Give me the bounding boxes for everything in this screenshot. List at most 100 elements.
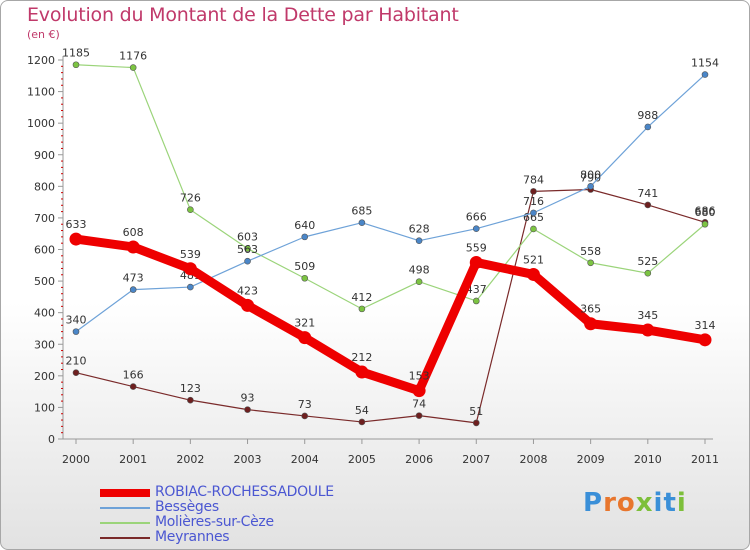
data-point	[183, 262, 197, 276]
data-label: 509	[294, 260, 315, 273]
data-label: 726	[180, 192, 201, 205]
legend-swatch	[100, 537, 150, 539]
x-tick-label: 2003	[234, 453, 262, 466]
logo-letter: x	[635, 488, 654, 518]
logo-letter: o	[616, 488, 636, 518]
data-point	[701, 71, 709, 78]
x-tick-label: 2000	[62, 453, 90, 466]
data-point	[530, 209, 537, 217]
data-point	[530, 188, 537, 195]
proxiti-logo: Proxiti	[583, 488, 687, 518]
data-point	[472, 225, 480, 232]
logo-letter: P	[583, 488, 604, 518]
legend-swatch	[100, 489, 150, 497]
x-tick-label: 2004	[291, 453, 319, 466]
data-label: 640	[294, 219, 315, 232]
logo-letter: i	[676, 488, 687, 518]
data-label: 603	[237, 231, 258, 244]
data-label: 784	[523, 173, 544, 186]
data-label: 423	[237, 284, 258, 297]
data-point	[72, 328, 80, 335]
series-line	[75, 188, 706, 424]
data-label: 340	[66, 314, 87, 327]
y-tick-label: 0	[48, 433, 55, 446]
y-tick-label: 1100	[27, 86, 55, 99]
data-label: 608	[123, 226, 144, 239]
y-tick-label: 100	[34, 401, 55, 414]
data-label: 437	[466, 283, 487, 296]
x-tick-label: 2006	[405, 453, 433, 466]
data-label: 166	[123, 369, 144, 382]
data-label: 93	[241, 392, 255, 405]
legend-label: Molières-sur-Cèze	[155, 514, 274, 530]
data-point	[530, 225, 537, 233]
data-point	[415, 237, 423, 244]
data-label: 666	[466, 211, 487, 224]
data-point	[358, 219, 366, 226]
data-point	[72, 369, 80, 376]
legend-label: Bessèges	[155, 499, 219, 515]
y-tick-label: 200	[34, 370, 55, 383]
data-label: 365	[580, 303, 601, 316]
data-label: 74	[412, 398, 426, 411]
data-point	[587, 259, 594, 267]
data-label: 345	[637, 309, 658, 322]
x-tick-label: 2002	[176, 453, 204, 466]
data-point	[472, 297, 480, 305]
logo-letter: i	[653, 488, 664, 518]
data-point	[298, 331, 312, 345]
data-point	[241, 298, 255, 312]
data-point	[698, 333, 712, 347]
data-label: 210	[66, 355, 87, 368]
series-line	[75, 64, 706, 310]
data-label: 51	[469, 405, 483, 418]
y-tick-label: 900	[34, 149, 55, 162]
data-point	[701, 220, 709, 228]
data-point	[187, 396, 194, 404]
data-label: 54	[355, 404, 369, 417]
data-label: 73	[298, 398, 312, 411]
data-label: 988	[637, 109, 658, 122]
chart-title: Evolution du Montant de la Dette par Hab…	[27, 4, 459, 26]
data-label: 498	[409, 264, 430, 277]
x-tick-label: 2005	[348, 453, 376, 466]
data-point	[129, 286, 137, 293]
y-tick-label: 500	[34, 275, 55, 288]
y-tick-label: 600	[34, 244, 55, 257]
data-point	[641, 323, 655, 337]
data-label: 633	[66, 218, 87, 231]
data-label: 1176	[119, 50, 147, 63]
legend-swatch	[100, 507, 150, 509]
data-point	[644, 269, 652, 277]
x-tick-label: 2010	[634, 453, 662, 466]
x-tick-label: 2009	[577, 453, 605, 466]
legend-label: ROBIAC-ROCHESSADOULE	[155, 484, 334, 500]
data-point	[415, 278, 423, 286]
data-point	[72, 61, 80, 69]
logo-letter: r	[603, 488, 617, 518]
data-label: 1154	[691, 57, 719, 70]
data-point	[355, 365, 369, 379]
x-tick-label: 2011	[691, 453, 719, 466]
data-point	[129, 383, 137, 390]
data-label: 686	[695, 204, 716, 217]
y-tick-label: 1000	[27, 117, 55, 130]
data-point	[472, 419, 480, 427]
data-point	[644, 201, 652, 209]
data-label: 685	[351, 205, 372, 218]
data-label: 473	[123, 272, 144, 285]
data-point	[126, 240, 140, 254]
x-tick-label: 2001	[119, 453, 147, 466]
series-line	[71, 234, 710, 396]
data-point	[187, 283, 194, 291]
data-point	[244, 406, 251, 413]
data-label: 539	[180, 248, 201, 261]
data-label: 321	[294, 317, 315, 330]
y-tick-label: 300	[34, 338, 55, 351]
data-label: 741	[637, 187, 658, 200]
legend-label: Meyrannes	[155, 529, 230, 545]
data-point	[69, 232, 83, 246]
logo-letter: t	[663, 488, 677, 518]
data-label: 563	[237, 243, 258, 256]
